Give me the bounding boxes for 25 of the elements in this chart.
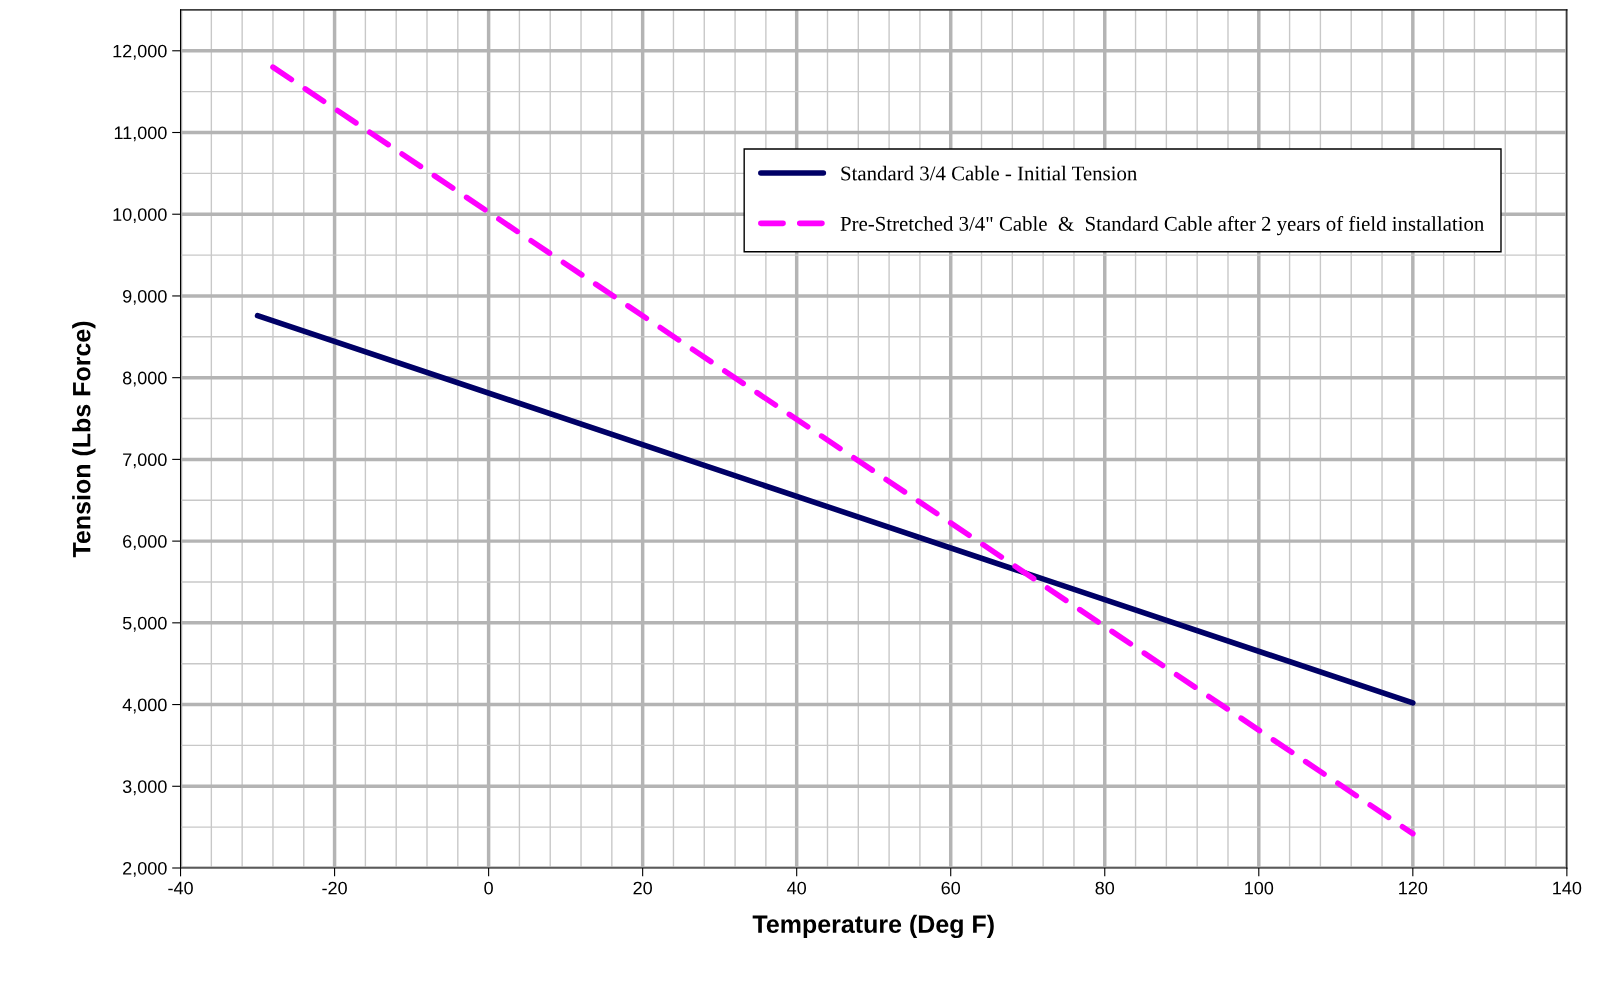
y-tick-label: 8,000	[122, 371, 167, 387]
y-tick-label: 9,000	[123, 289, 167, 305]
x-tick-label: 60	[941, 881, 961, 895]
y-tick-label: 2,000	[123, 861, 167, 877]
x-tick-label: -20	[322, 881, 347, 895]
legend-label: Pre-Stretched 3/4" Cable & Standard Cable after 2 years of field installation	[840, 215, 1484, 236]
x-tick-label: -40	[168, 881, 193, 895]
y-tick-label: 7,000	[123, 453, 167, 469]
x-tick-label: 120	[1399, 881, 1428, 895]
x-tick-label: 80	[1095, 881, 1115, 895]
y-tick-label: 3,000	[122, 780, 167, 796]
x-tick-label: 100	[1245, 881, 1274, 895]
y-tick-label: 11,000	[114, 126, 167, 142]
y-tick-label: 4,000	[122, 698, 167, 714]
y-tick-label: 12,000	[113, 44, 167, 60]
x-tick-label: 0	[484, 881, 493, 895]
y-tick-label: 6,000	[123, 535, 167, 550]
x-tick-label: 20	[633, 881, 652, 895]
legend-label: Standard 3/4 Cable - Initial Tension	[841, 165, 1137, 181]
y-axis-title: Tension (Lbs Force)	[72, 321, 96, 558]
x-axis-title: Temperature (Deg F)	[752, 914, 994, 939]
y-tick-label: 5,000	[122, 616, 167, 632]
y-tick-label: 10,000	[113, 208, 167, 224]
x-tick-label: 40	[787, 881, 807, 895]
x-tick-label: 140	[1553, 881, 1582, 895]
